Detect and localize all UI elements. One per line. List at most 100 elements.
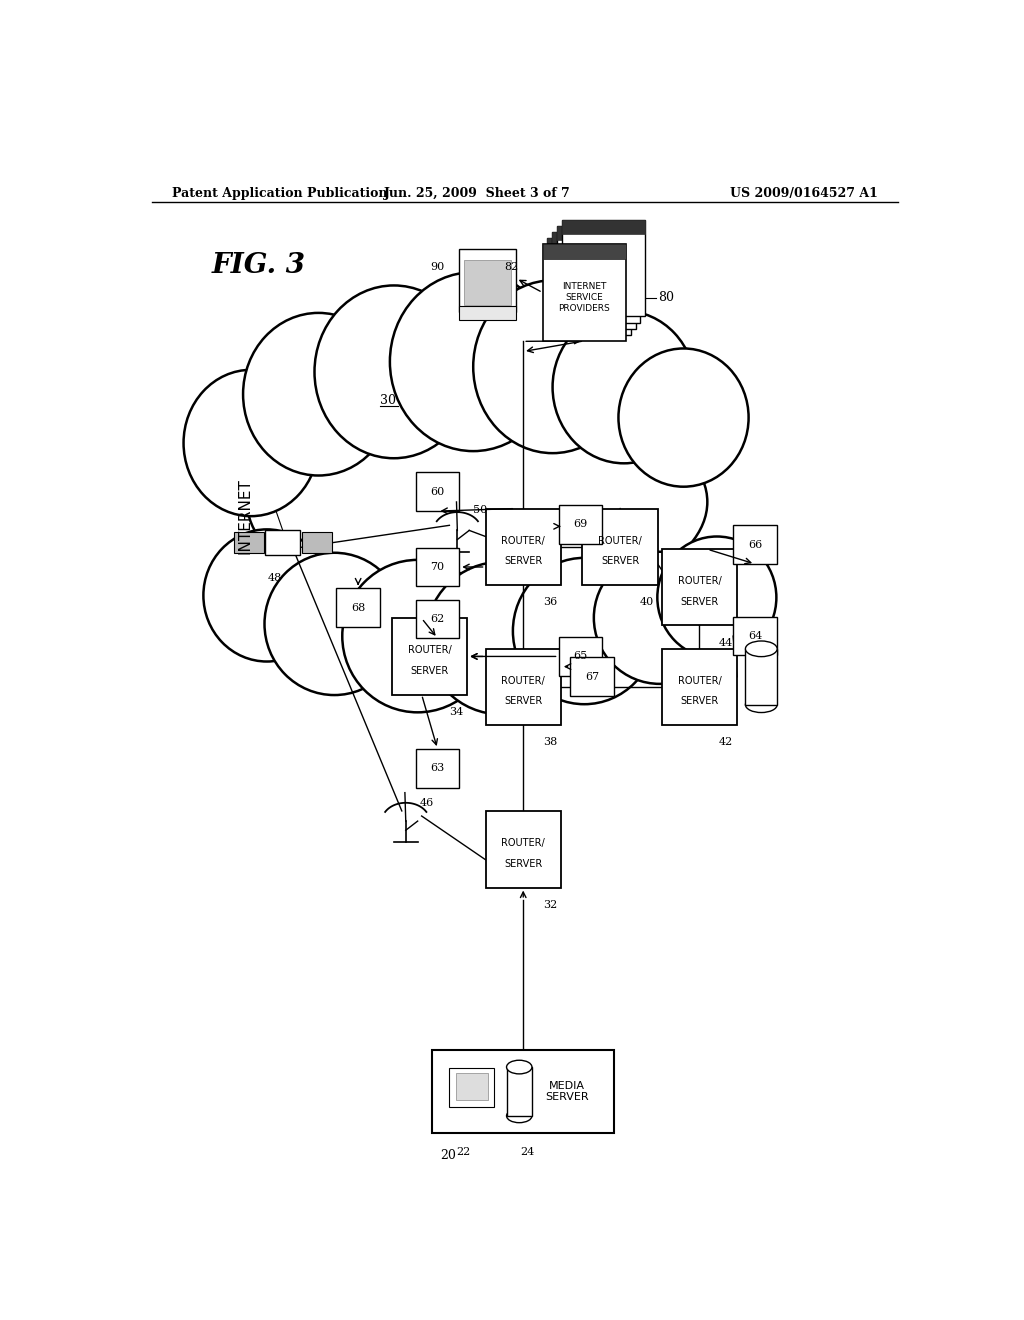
FancyBboxPatch shape [562,220,645,317]
Text: FIG. 3: FIG. 3 [211,252,305,279]
Text: 68: 68 [351,603,366,612]
Text: INTERNET
SERVICE
PROVIDERS: INTERNET SERVICE PROVIDERS [558,282,610,313]
Text: 40: 40 [640,597,653,607]
Text: SERVER: SERVER [601,556,639,566]
FancyBboxPatch shape [459,306,516,319]
FancyBboxPatch shape [562,220,645,234]
FancyBboxPatch shape [416,748,460,788]
Text: 30: 30 [380,393,396,407]
FancyBboxPatch shape [485,649,561,725]
FancyBboxPatch shape [302,532,332,553]
Ellipse shape [390,272,557,451]
Text: 32: 32 [543,900,557,909]
Text: 48: 48 [267,573,282,583]
Text: INTERNET: INTERNET [238,478,253,554]
FancyBboxPatch shape [507,1067,531,1115]
FancyBboxPatch shape [485,812,561,887]
FancyBboxPatch shape [557,226,640,240]
Text: 65: 65 [573,652,588,661]
Text: 22: 22 [457,1147,471,1158]
Ellipse shape [247,391,708,614]
Ellipse shape [426,562,577,714]
FancyBboxPatch shape [662,549,737,626]
FancyBboxPatch shape [416,548,460,586]
FancyBboxPatch shape [450,1068,494,1106]
Text: ROUTER/: ROUTER/ [502,838,545,849]
FancyBboxPatch shape [745,649,777,705]
Ellipse shape [594,552,726,684]
Ellipse shape [618,348,749,487]
Ellipse shape [507,1060,531,1074]
FancyBboxPatch shape [558,638,602,676]
FancyBboxPatch shape [552,232,636,247]
Text: ROUTER/: ROUTER/ [678,577,721,586]
Text: ROUTER/: ROUTER/ [502,536,545,545]
Text: SERVER: SERVER [680,696,719,706]
FancyBboxPatch shape [662,649,737,725]
FancyBboxPatch shape [485,508,561,585]
Text: 20: 20 [440,1150,456,1163]
Text: ROUTER/: ROUTER/ [598,536,642,545]
Text: SERVER: SERVER [504,696,543,706]
FancyBboxPatch shape [552,232,636,329]
FancyBboxPatch shape [416,473,460,511]
FancyBboxPatch shape [570,657,614,696]
Text: Jun. 25, 2009  Sheet 3 of 7: Jun. 25, 2009 Sheet 3 of 7 [384,187,570,201]
Ellipse shape [513,558,655,704]
Ellipse shape [314,285,473,458]
Text: 90: 90 [430,263,444,272]
FancyBboxPatch shape [464,260,511,305]
Text: 69: 69 [573,519,588,529]
Text: 36: 36 [543,597,557,607]
Text: 80: 80 [657,292,674,304]
FancyBboxPatch shape [392,618,467,694]
Text: MEDIA
SERVER: MEDIA SERVER [545,1081,589,1102]
Ellipse shape [264,553,404,696]
Text: 34: 34 [450,706,463,717]
Ellipse shape [745,697,777,713]
FancyBboxPatch shape [733,525,777,564]
FancyBboxPatch shape [459,249,516,312]
Text: 63: 63 [430,763,444,774]
Text: US 2009/0164527 A1: US 2009/0164527 A1 [730,187,878,201]
Ellipse shape [745,642,777,656]
Text: 46: 46 [420,797,434,808]
Text: 67: 67 [585,672,599,681]
Ellipse shape [342,560,494,713]
Text: SERVER: SERVER [504,859,543,869]
Text: 70: 70 [430,562,444,572]
Text: 66: 66 [748,540,762,549]
Text: 82: 82 [504,263,518,272]
Ellipse shape [553,312,695,463]
Ellipse shape [183,370,318,516]
FancyBboxPatch shape [456,1073,487,1100]
FancyBboxPatch shape [548,238,631,252]
Text: SERVER: SERVER [504,556,543,566]
FancyBboxPatch shape [543,244,626,259]
Text: ROUTER/: ROUTER/ [408,645,452,655]
FancyBboxPatch shape [432,1049,614,1133]
FancyBboxPatch shape [416,599,460,638]
FancyBboxPatch shape [265,531,300,554]
Text: 50: 50 [473,506,487,515]
Ellipse shape [507,1109,531,1123]
FancyBboxPatch shape [733,616,777,656]
Text: SERVER: SERVER [411,665,449,676]
Ellipse shape [243,313,394,475]
Text: 44: 44 [719,638,733,648]
Text: 62: 62 [430,614,444,624]
Text: SERVER: SERVER [680,597,719,607]
Text: ROUTER/: ROUTER/ [502,676,545,686]
Ellipse shape [657,536,776,659]
Text: 42: 42 [719,738,733,747]
FancyBboxPatch shape [543,244,626,341]
Text: 38: 38 [543,738,557,747]
FancyBboxPatch shape [336,589,380,627]
Text: 60: 60 [430,487,444,496]
Text: Patent Application Publication: Patent Application Publication [172,187,387,201]
FancyBboxPatch shape [548,238,631,335]
Text: 24: 24 [520,1147,535,1158]
FancyBboxPatch shape [233,532,264,553]
Text: ROUTER/: ROUTER/ [678,676,721,686]
FancyBboxPatch shape [558,506,602,544]
